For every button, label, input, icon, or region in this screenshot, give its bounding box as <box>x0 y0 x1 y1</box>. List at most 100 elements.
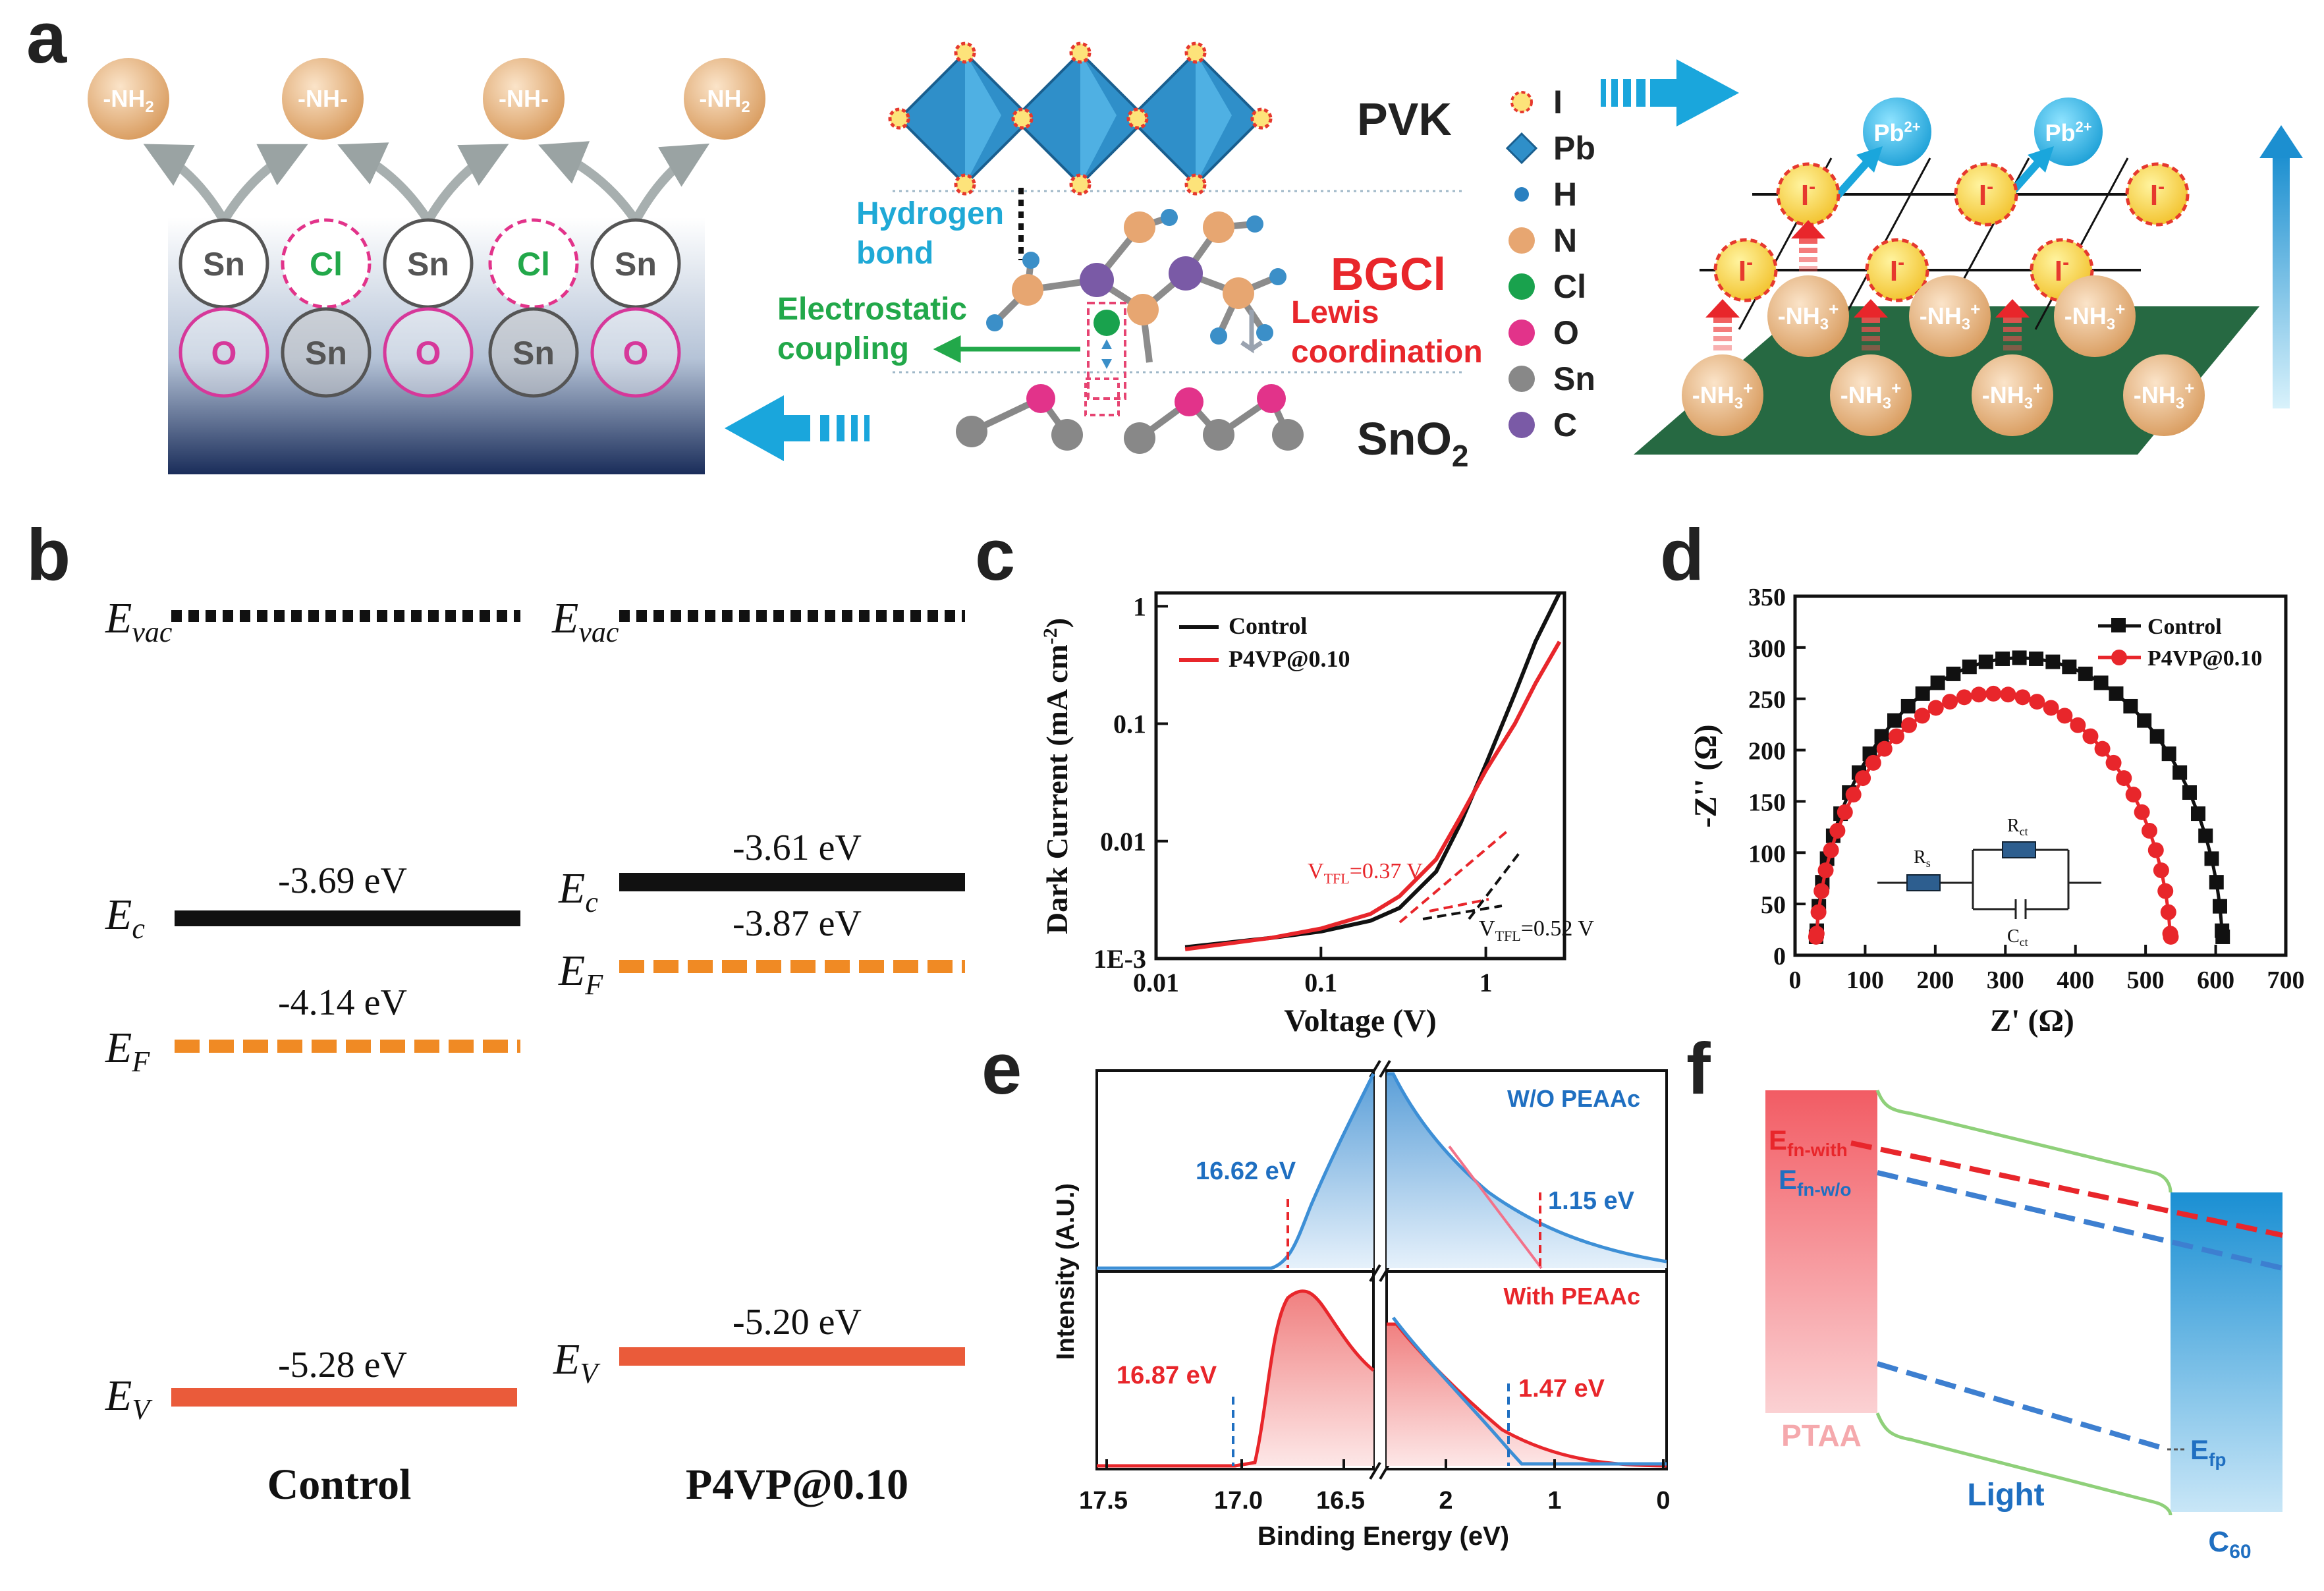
iodide-ion: I- <box>1776 162 1840 227</box>
x-tick-label: 700 <box>2267 966 2305 994</box>
group-arrows <box>143 141 710 223</box>
svg-text:H: H <box>1553 176 1577 213</box>
ec-level-p4vp <box>619 873 965 891</box>
x-tick-label: 600 <box>2197 966 2234 994</box>
data-point <box>2062 659 2077 675</box>
equivalent-circuit-inset <box>1877 849 2101 919</box>
panel-a-substrate-section: -NH2 -NH- -NH- -NH2 Sn Cl Sn Cl Sn O Sn O Sn O <box>88 58 870 474</box>
x-tick-label: 500 <box>2127 966 2165 994</box>
o-atom: O <box>590 307 681 398</box>
svg-text:N: N <box>1553 222 1577 259</box>
rs-resistor <box>1906 874 1941 891</box>
data-point <box>1855 770 1871 787</box>
data-point <box>1900 698 1916 713</box>
x-tick-label: 17.0 <box>1214 1487 1263 1515</box>
functional-groups: -NH2 -NH- -NH- -NH2 <box>88 58 765 140</box>
x-tick-label: 1 <box>1480 968 1493 997</box>
chart-c-ticks: 0.01 0.1 11E-30.010.11 <box>1093 592 1493 997</box>
group-ball: -NH- <box>483 58 565 140</box>
data-point <box>2157 883 2174 899</box>
attraction-arrow-icon <box>1854 299 1888 350</box>
svg-text:-NH3+: -NH3+ <box>1840 378 1902 412</box>
data-point <box>1942 694 1958 710</box>
legend-d-p4vp-marker <box>2111 650 2127 665</box>
svg-text:I-: I- <box>2055 252 2069 287</box>
svg-text:Cl: Cl <box>1553 268 1586 305</box>
ev-level-control <box>171 1388 517 1407</box>
svg-text:Sn: Sn <box>1553 360 1595 397</box>
data-point <box>2137 713 2152 728</box>
rct-label: Rct <box>2007 816 2028 838</box>
nh3-group: -NH3+ <box>1767 275 1849 357</box>
data-point <box>1915 686 1930 701</box>
data-point <box>2172 765 2188 780</box>
attraction-arrow-icon <box>1791 220 1825 271</box>
chart-c-ylabel: Dark Current (mA cm-2) <box>1039 618 1074 934</box>
vtfl-control-annotation: VTFL=0.37 V <box>1308 859 1423 887</box>
svg-text:I: I <box>1553 84 1563 121</box>
data-point <box>2125 787 2142 803</box>
data-point <box>1837 804 1853 820</box>
data-point <box>2014 689 2031 706</box>
c60-block <box>2171 1192 2282 1512</box>
data-point <box>1930 675 1945 690</box>
ev-value-control: -5.28 eV <box>278 1345 407 1385</box>
data-point <box>2215 929 2230 944</box>
data-point <box>2142 823 2158 839</box>
arrow-right-icon <box>1601 59 1739 126</box>
x-tick-label: 200 <box>1916 966 1954 994</box>
iodide-ion: I- <box>2125 162 2190 227</box>
onset-with-label: 1.47 eV <box>1518 1375 1605 1403</box>
y-tick-label: 350 <box>1748 584 1786 611</box>
chart-d-series <box>1808 650 2230 945</box>
panel-label-a: a <box>26 0 67 78</box>
y-tick-label: 0.1 <box>1113 710 1146 739</box>
series-line-p4vp-0-10 <box>1184 640 1562 951</box>
panel-label-b: b <box>26 515 70 596</box>
svg-text:Cl: Cl <box>517 246 550 283</box>
vtfl-p4vp-annotation: VTFL=0.52 V <box>1479 916 1594 944</box>
data-point <box>2012 650 2027 665</box>
data-point <box>1901 717 1918 733</box>
svg-text:-NH3+: -NH3+ <box>1982 378 2043 412</box>
efp-level <box>1876 1361 2169 1452</box>
ev-level-p4vp <box>619 1347 965 1366</box>
ef-value-p4vp: -3.87 eV <box>733 903 862 944</box>
chart-c-tangents <box>1398 829 1523 924</box>
y-tick-label: 1E-3 <box>1093 944 1146 974</box>
arrow-left-icon <box>725 395 870 461</box>
group-arrow <box>219 144 308 223</box>
svg-text:Sn: Sn <box>512 335 555 372</box>
chart-c-frame <box>1154 591 1566 961</box>
chart-e-ticks: 17.5 17.0 16.5 2 1 0 <box>1079 1459 1671 1515</box>
x-tick-label: 0 <box>1789 966 1802 994</box>
ef-label-p4vp: EF <box>558 947 603 1001</box>
svg-text:Pb2+: Pb2+ <box>2045 119 2091 146</box>
data-point <box>1887 713 1902 728</box>
nyquist-curve <box>1814 692 2172 937</box>
rct-resistor <box>2002 841 2036 858</box>
data-point <box>2123 698 2138 713</box>
efp-label: Efp <box>2190 1434 2226 1470</box>
panel-a-interface-section: Pb2+ Pb2+ I- I- I- I- I- I- -NH3+ -NH3+ -NH3+ -NH3+… <box>1634 98 2303 455</box>
data-point <box>1995 651 2010 666</box>
x-tick-label: 16.5 <box>1316 1487 1365 1515</box>
efn-wo-level <box>1877 1170 2283 1271</box>
y-tick-label: 0 <box>1773 943 1786 970</box>
data-point <box>2043 700 2059 716</box>
data-point <box>1962 659 1977 675</box>
cl-atom: Cl <box>281 218 372 309</box>
panel-d-chart: 0 100 200 300 400 500 600 700 0 50 100 150 200 250 300… <box>1688 584 2305 1038</box>
chart-e-xlabel: Binding Energy (eV) <box>1258 1522 1509 1551</box>
data-point <box>2045 654 2061 669</box>
svg-text:I-: I- <box>1979 176 1993 211</box>
ev-label-p4vp: EV <box>553 1335 601 1389</box>
group-arrow <box>337 142 432 223</box>
y-tick-label: 300 <box>1748 635 1786 663</box>
panel-label-c: c <box>975 515 1015 596</box>
data-point <box>2000 686 2016 703</box>
ec-level-control <box>175 910 520 926</box>
data-point <box>2029 651 2044 666</box>
surface-bottom-row: O Sn O Sn O <box>179 307 681 398</box>
y-tick-label: 150 <box>1748 789 1786 816</box>
